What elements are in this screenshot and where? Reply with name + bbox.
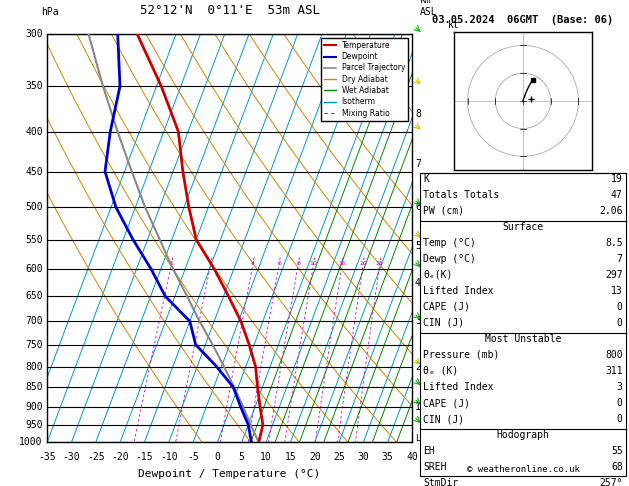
Text: K: K — [423, 174, 429, 184]
Text: -30: -30 — [63, 452, 81, 463]
Text: StmDir: StmDir — [423, 478, 459, 486]
Text: Totals Totals: Totals Totals — [423, 190, 499, 200]
Text: 257°: 257° — [599, 478, 623, 486]
Text: Lifted Index: Lifted Index — [423, 382, 494, 392]
Text: 52°12'N  0°11'E  53m ASL: 52°12'N 0°11'E 53m ASL — [140, 4, 320, 17]
Text: 0: 0 — [617, 414, 623, 424]
Text: 500: 500 — [25, 202, 43, 212]
Text: -25: -25 — [87, 452, 104, 463]
Text: -5: -5 — [187, 452, 199, 463]
Text: 4: 4 — [251, 261, 255, 266]
Text: 35: 35 — [382, 452, 394, 463]
Text: 300: 300 — [25, 29, 43, 39]
Text: 13: 13 — [611, 286, 623, 296]
Text: 350: 350 — [25, 81, 43, 91]
Text: Mixing Ratio (g/kg): Mixing Ratio (g/kg) — [448, 198, 457, 278]
Text: 0: 0 — [617, 398, 623, 408]
Text: Pressure (mb): Pressure (mb) — [423, 350, 499, 360]
Text: 2.06: 2.06 — [599, 206, 623, 216]
Text: PW (cm): PW (cm) — [423, 206, 464, 216]
Text: Temp (°C): Temp (°C) — [423, 238, 476, 248]
Text: -20: -20 — [111, 452, 129, 463]
Text: 950: 950 — [25, 420, 43, 430]
Text: © weatheronline.co.uk: © weatheronline.co.uk — [467, 465, 579, 474]
Text: Hodograph: Hodograph — [496, 430, 550, 440]
Text: 3: 3 — [415, 316, 421, 326]
Text: 2: 2 — [415, 362, 421, 372]
Text: 1: 1 — [170, 261, 174, 266]
Text: 10: 10 — [310, 261, 318, 266]
Text: 55: 55 — [611, 446, 623, 456]
Text: km
ASL: km ASL — [420, 0, 437, 17]
Text: 8.5: 8.5 — [605, 238, 623, 248]
Text: 800: 800 — [25, 362, 43, 372]
Legend: Temperature, Dewpoint, Parcel Trajectory, Dry Adiabat, Wet Adiabat, Isotherm, Mi: Temperature, Dewpoint, Parcel Trajectory… — [321, 38, 408, 121]
Text: LCL: LCL — [415, 434, 430, 443]
Text: 650: 650 — [25, 291, 43, 301]
Text: -10: -10 — [160, 452, 177, 463]
Text: 15: 15 — [338, 261, 346, 266]
Text: 30: 30 — [357, 452, 369, 463]
Text: 0: 0 — [617, 318, 623, 328]
Text: 0: 0 — [617, 302, 623, 312]
Text: 25: 25 — [333, 452, 345, 463]
Text: 20: 20 — [359, 261, 367, 266]
Text: 0: 0 — [214, 452, 220, 463]
Text: 5: 5 — [415, 241, 421, 251]
Text: 4: 4 — [415, 278, 421, 288]
Text: θₑ(K): θₑ(K) — [423, 270, 453, 280]
Text: -35: -35 — [38, 452, 56, 463]
Text: 750: 750 — [25, 340, 43, 350]
Text: Lifted Index: Lifted Index — [423, 286, 494, 296]
Text: 297: 297 — [605, 270, 623, 280]
Text: 1: 1 — [415, 401, 421, 412]
Text: 2: 2 — [209, 261, 213, 266]
Text: 600: 600 — [25, 264, 43, 274]
Text: θₑ (K): θₑ (K) — [423, 366, 459, 376]
Text: 19: 19 — [611, 174, 623, 184]
Text: 03.05.2024  06GMT  (Base: 06): 03.05.2024 06GMT (Base: 06) — [432, 15, 614, 25]
Text: 3: 3 — [617, 382, 623, 392]
Text: 7: 7 — [415, 159, 421, 169]
Text: 400: 400 — [25, 126, 43, 137]
Text: 47: 47 — [611, 190, 623, 200]
Text: 800: 800 — [605, 350, 623, 360]
Text: 20: 20 — [309, 452, 321, 463]
Text: kt: kt — [448, 20, 460, 30]
Text: 68: 68 — [611, 462, 623, 472]
Text: 25: 25 — [376, 261, 384, 266]
Text: 10: 10 — [260, 452, 272, 463]
Text: 40: 40 — [406, 452, 418, 463]
Text: CIN (J): CIN (J) — [423, 318, 464, 328]
Text: 900: 900 — [25, 401, 43, 412]
Text: 7: 7 — [617, 254, 623, 264]
Text: 550: 550 — [25, 235, 43, 244]
Text: 1000: 1000 — [19, 437, 43, 447]
Text: CIN (J): CIN (J) — [423, 414, 464, 424]
Text: CAPE (J): CAPE (J) — [423, 302, 470, 312]
Text: 700: 700 — [25, 316, 43, 326]
Text: 6: 6 — [415, 202, 421, 212]
Text: 8: 8 — [296, 261, 300, 266]
Text: Dewpoint / Temperature (°C): Dewpoint / Temperature (°C) — [138, 469, 321, 479]
Text: SREH: SREH — [423, 462, 447, 472]
Text: Most Unstable: Most Unstable — [485, 334, 561, 344]
Text: 15: 15 — [284, 452, 296, 463]
Text: 450: 450 — [25, 167, 43, 176]
Text: 311: 311 — [605, 366, 623, 376]
Text: Surface: Surface — [503, 222, 543, 232]
Text: Dewp (°C): Dewp (°C) — [423, 254, 476, 264]
Text: hPa: hPa — [41, 7, 58, 17]
Text: 6: 6 — [277, 261, 281, 266]
Text: CAPE (J): CAPE (J) — [423, 398, 470, 408]
Text: EH: EH — [423, 446, 435, 456]
Text: 8: 8 — [415, 109, 421, 119]
Text: 850: 850 — [25, 382, 43, 392]
Text: -15: -15 — [136, 452, 153, 463]
Text: 5: 5 — [239, 452, 245, 463]
